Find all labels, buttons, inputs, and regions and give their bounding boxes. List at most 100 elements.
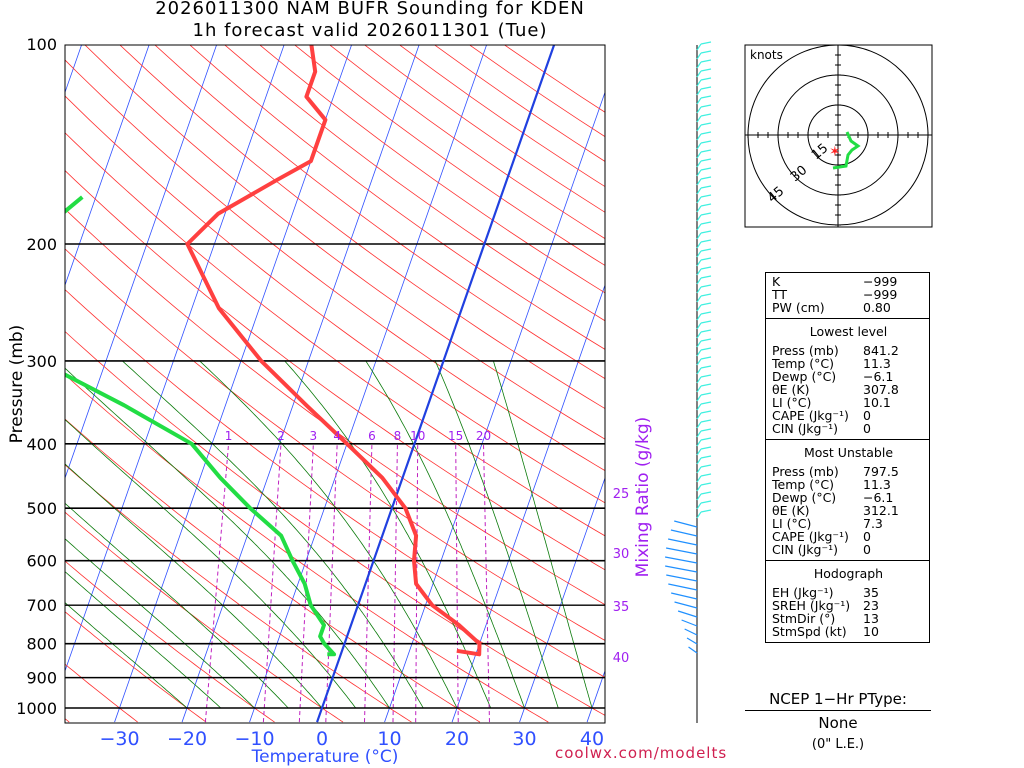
moist-adiabat	[493, 360, 593, 709]
dry-adiabat	[189, 45, 605, 350]
wind-barb	[671, 592, 698, 600]
mixing-ratio-value-label: 3	[310, 429, 318, 443]
mixing-ratio-line	[204, 443, 230, 723]
table-row: CAPE (Jkg⁻¹) 0	[772, 409, 925, 422]
wind-barb	[696, 484, 702, 492]
row-label: Dewp (°C)	[772, 369, 837, 384]
moist-adiabat	[365, 360, 525, 709]
dry-adiabat	[65, 663, 138, 723]
dry-adiabat	[65, 611, 207, 723]
mixing-ratio-line	[392, 443, 398, 723]
temperature-tick-label: −10	[234, 728, 274, 750]
wind-barb	[686, 637, 698, 645]
row-value: 23	[863, 598, 879, 613]
wind-barb	[696, 475, 702, 483]
moist-adiabat	[65, 418, 357, 709]
wind-barb-flag	[700, 428, 712, 432]
table-row: θE (K) 307.8	[772, 383, 925, 396]
wind-barb	[696, 232, 702, 240]
pressure-tick-label: 400	[26, 435, 57, 454]
dry-adiabat	[434, 45, 605, 162]
wind-barb	[696, 358, 702, 366]
isotherm-line	[519, 476, 605, 723]
wind-barb	[696, 376, 702, 384]
pressure-tick-label: 300	[26, 352, 57, 371]
wind-barb	[696, 79, 702, 87]
wind-barb	[667, 538, 698, 546]
wind-barb	[696, 169, 702, 177]
mixing-ratio-value-label: 8	[394, 429, 402, 443]
mixing-ratio-line	[262, 443, 282, 723]
profiles	[65, 45, 482, 657]
wind-barb	[696, 52, 702, 60]
wind-barb	[696, 70, 702, 78]
wind-barb	[696, 214, 702, 222]
wind-barb-flag	[700, 41, 712, 45]
isotherm-line	[65, 45, 150, 287]
table-row: LI (°C) 7.3	[772, 517, 925, 530]
skewt-grid	[65, 45, 605, 723]
dry-adiabat	[154, 45, 605, 380]
wind-barb	[666, 547, 698, 555]
wind-barb	[696, 106, 702, 114]
wind-barb	[665, 565, 698, 573]
wind-barb-flag	[700, 311, 712, 315]
mixing-ratio-value-label: 2	[277, 429, 285, 443]
dry-adiabat	[65, 374, 549, 723]
wind-barb	[696, 412, 702, 420]
wind-barb	[696, 448, 702, 456]
storm-motion-marker: ✶	[829, 144, 841, 160]
dry-adiabat	[65, 330, 605, 716]
row-value: 0	[863, 542, 871, 557]
pressure-tick-label: 800	[26, 635, 57, 654]
wind-barb	[668, 583, 698, 591]
moist-adiabat	[122, 360, 424, 709]
wind-barb-flag	[700, 158, 712, 162]
isotherm-line	[451, 283, 605, 723]
dewpoint-line	[65, 195, 337, 657]
wind-barb	[696, 178, 702, 186]
pressure-tick-label: 100	[26, 35, 57, 54]
isotherm-line	[65, 45, 217, 480]
wind-barb-flag	[700, 68, 712, 72]
row-label: StmSpd (kt)	[772, 624, 847, 639]
pressure-tick-label: 500	[26, 499, 57, 518]
wind-barb	[696, 205, 702, 213]
row-label: CIN (Jkg⁻¹)	[772, 542, 838, 557]
wind-barb	[677, 610, 698, 618]
x-axis-label: Temperature (°C)	[251, 747, 399, 767]
row-label: Press (mb)	[772, 343, 839, 358]
mixing-ratio-line	[325, 443, 338, 723]
row-value: 0	[863, 408, 871, 423]
wind-barb	[696, 124, 702, 132]
row-label: TT	[772, 287, 788, 302]
row-value: 13	[863, 611, 879, 626]
temperature-tick-label: 30	[512, 728, 536, 750]
wind-barb-flag	[700, 194, 712, 198]
wind-barb	[696, 367, 702, 375]
row-value: 797.5	[863, 464, 899, 479]
wind-barb	[674, 520, 698, 528]
ptype-note: (0" L.E.)	[811, 737, 865, 752]
lowest-level-section: Lowest level Press (mb) 841.2 Temp (°C) 11.3…	[766, 318, 929, 439]
hodograph-section: Hodograph EH (Jkg⁻¹) 35 SREH (Jkg⁻¹) 23 StmDi…	[766, 560, 929, 642]
pressure-tick-label: 700	[26, 596, 57, 615]
wind-barb-flag	[700, 230, 712, 234]
dry-adiabat	[84, 45, 605, 440]
isotherm-line	[65, 45, 285, 673]
moist-adiabat-label: 35	[613, 600, 630, 615]
dry-adiabat	[224, 45, 605, 322]
dry-adiabat	[65, 560, 275, 723]
wind-barb	[696, 385, 702, 393]
wind-barb-flag	[700, 257, 712, 261]
moist-adiabat-label: 30	[613, 547, 630, 562]
row-label: Press (mb)	[772, 464, 839, 479]
wind-barb-flag	[700, 338, 712, 342]
wind-barb	[696, 196, 702, 204]
wind-barb	[696, 133, 702, 141]
ptype-value: None	[818, 714, 858, 732]
wind-barb	[696, 61, 702, 69]
wind-barb-flag	[700, 464, 712, 468]
table-row: K −999	[772, 275, 925, 288]
